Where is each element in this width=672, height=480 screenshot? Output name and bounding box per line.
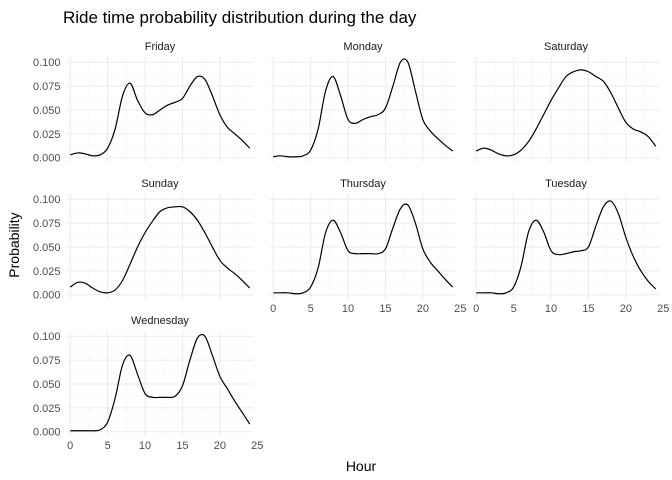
density-line-saturday: [476, 69, 657, 157]
x-tick-label: 25: [251, 440, 263, 452]
facet-strip-label: Monday: [343, 41, 383, 53]
y-tick-label: 0.050: [33, 105, 61, 117]
x-tick-label: 20: [417, 303, 429, 315]
y-tick-label: 0.000: [33, 153, 61, 165]
density-line-friday: [70, 75, 251, 157]
density-line-thursday: [273, 203, 454, 295]
facet-panel-thursday: Thursday 0 5 10 15 20 25: [269, 178, 466, 315]
y-tick-label: 0.075: [33, 81, 61, 93]
facet-panel-monday: Monday: [269, 41, 457, 162]
x-tick-label: 10: [139, 440, 151, 452]
x-tick-label: 25: [454, 303, 466, 315]
x-tick-label: 0: [67, 440, 73, 452]
y-tick-label: 0.050: [33, 379, 61, 391]
chart-title: Ride time probability distribution durin…: [63, 8, 417, 27]
density-line-tuesday: [476, 200, 657, 295]
x-tick-label: 15: [582, 303, 594, 315]
facet-panel-saturday: Saturday: [472, 41, 660, 162]
y-tick-label: 0.100: [33, 331, 61, 343]
density-line-sunday: [69, 205, 251, 294]
facet-strip-label: Tuesday: [545, 178, 587, 190]
y-tick-label: 0.050: [33, 242, 61, 254]
y-tick-label: 0.075: [33, 218, 61, 230]
y-tick-label: 0.000: [33, 290, 61, 302]
facet-panels: Friday 0.000 0.025 0.050 0.075 0.100 Monday Sat…: [33, 41, 669, 452]
facet-panel-tuesday: Tuesday 0 5 10 15 20 25: [472, 178, 669, 315]
y-axis-title: Probability: [6, 212, 22, 277]
density-line-monday: [273, 58, 454, 158]
facet-strip-label: Sunday: [141, 178, 179, 190]
x-tick-label: 15: [379, 303, 391, 315]
x-axis-title: Hour: [346, 458, 377, 474]
y-tick-label: 0.075: [33, 355, 61, 367]
x-tick-label: 0: [473, 303, 479, 315]
y-tick-label: 0.025: [33, 266, 61, 278]
y-tick-label: 0.100: [33, 57, 61, 69]
y-tick-label: 0.025: [33, 129, 61, 141]
facet-panel-wednesday: Wednesday 0.000 0.025 0.050 0.075 0.100 0 5 10 15…: [33, 315, 263, 452]
y-tick-label: 0.000: [33, 427, 61, 439]
x-tick-label: 5: [511, 303, 517, 315]
facet-panel-friday: Friday 0.000 0.025 0.050 0.075 0.100: [33, 41, 254, 165]
facet-strip-label: Wednesday: [131, 315, 189, 327]
x-tick-label: 5: [308, 303, 314, 315]
facet-strip-label: Thursday: [340, 178, 386, 190]
x-tick-label: 10: [545, 303, 557, 315]
x-tick-label: 20: [620, 303, 632, 315]
facet-panel-sunday: Sunday 0.000 0.025 0.050 0.075 0.100: [33, 178, 254, 302]
x-tick-label: 5: [105, 440, 111, 452]
x-tick-label: 10: [342, 303, 354, 315]
facet-strip-label: Friday: [145, 41, 176, 53]
density-line-wednesday: [70, 333, 251, 432]
facet-strip-label: Saturday: [544, 41, 589, 53]
y-tick-label: 0.025: [33, 403, 61, 415]
y-tick-label: 0.100: [33, 194, 61, 206]
x-tick-label: 15: [176, 440, 188, 452]
x-tick-label: 25: [657, 303, 669, 315]
x-tick-label: 0: [270, 303, 276, 315]
x-tick-label: 20: [214, 440, 226, 452]
